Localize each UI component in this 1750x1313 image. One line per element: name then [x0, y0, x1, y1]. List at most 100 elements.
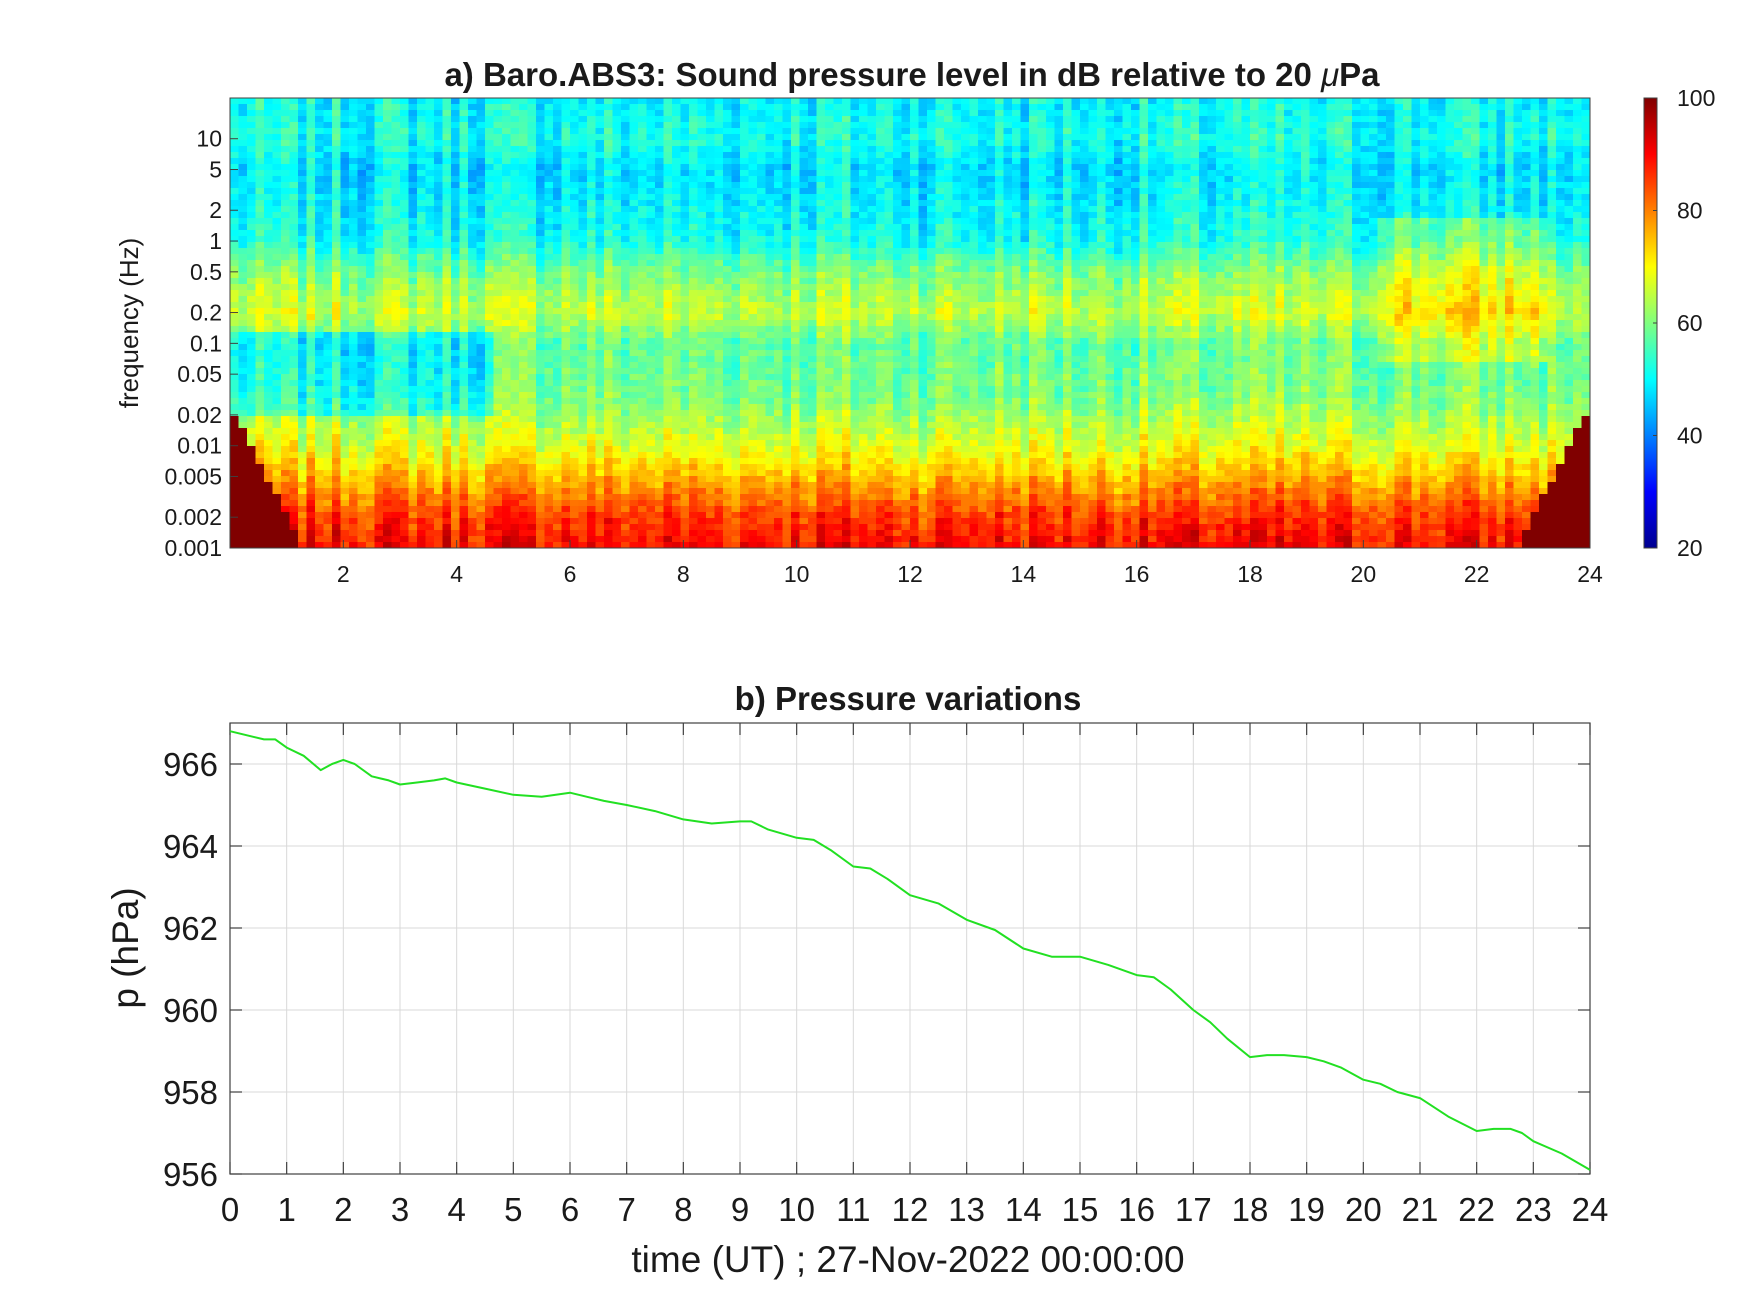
heatmap-cell: [1581, 128, 1590, 135]
heatmap-cell: [1428, 218, 1438, 225]
heatmap-cell: [629, 218, 639, 225]
heatmap-cell: [1301, 206, 1310, 213]
heatmap-cell: [1505, 140, 1514, 147]
heatmap-cell: [323, 284, 333, 291]
heatmap-cell: [587, 272, 596, 279]
heatmap-cell: [910, 182, 919, 189]
heatmap-cell: [935, 206, 945, 213]
heatmap-cell: [323, 116, 333, 123]
heatmap-cell: [791, 98, 800, 105]
heatmap-cell: [986, 200, 996, 207]
heatmap-cell: [1369, 122, 1378, 129]
heatmap-cell: [714, 188, 724, 195]
heatmap-cell: [757, 206, 766, 213]
heatmap-cell: [1054, 188, 1064, 195]
heatmap-cell: [604, 110, 613, 117]
heatmap-cell: [1309, 164, 1319, 171]
heatmap-cell: [859, 218, 868, 225]
heatmap-cell: [1012, 140, 1021, 147]
heatmap-cell: [646, 200, 656, 207]
heatmap-cell: [544, 200, 554, 207]
heatmap-cell: [1250, 128, 1259, 135]
heatmap-cell: [1581, 110, 1590, 117]
heatmap-cell: [1224, 218, 1234, 225]
heatmap-cell: [1530, 134, 1540, 141]
heatmap-cell: [587, 116, 596, 123]
heatmap-cell: [672, 98, 681, 105]
heatmap-cell: [986, 188, 996, 195]
heatmap-cell: [986, 278, 996, 285]
heatmap-cell: [298, 218, 307, 225]
heatmap-cell: [1335, 140, 1344, 147]
heatmap-cell: [1454, 182, 1463, 189]
heatmap-cell: [1301, 128, 1310, 135]
heatmap-cell: [1428, 278, 1438, 285]
heatmap-cell: [1182, 236, 1191, 243]
heatmap-cell: [731, 242, 741, 249]
heatmap-cell: [476, 146, 486, 153]
heatmap-cell: [1496, 158, 1506, 165]
heatmap-cell: [1046, 104, 1055, 111]
heatmap-cell: [825, 200, 834, 207]
heatmap-cell: [1479, 140, 1489, 147]
heatmap-cell: [383, 248, 392, 255]
heatmap-cell: [1250, 200, 1259, 207]
heatmap-cell: [1037, 182, 1047, 189]
heatmap-cell: [476, 140, 486, 147]
heatmap-cell: [1114, 170, 1123, 177]
heatmap-cell: [247, 110, 256, 117]
heatmap-cell: [536, 230, 545, 237]
heatmap-cell: [1097, 200, 1106, 207]
heatmap-cell: [281, 188, 290, 195]
heatmap-cell: [1309, 110, 1319, 117]
heatmap-cell: [799, 164, 809, 171]
heatmap-cell: [1046, 194, 1055, 201]
heatmap-cell: [706, 230, 715, 237]
heatmap-cell: [944, 212, 953, 219]
heatmap-cell: [272, 158, 282, 165]
heatmap-cell: [1284, 110, 1293, 117]
heatmap-cell: [612, 98, 622, 105]
heatmap-cell: [995, 116, 1004, 123]
heatmap-cell: [689, 176, 698, 183]
heatmap-cell: [1496, 182, 1506, 189]
heatmap-cell: [468, 206, 477, 213]
heatmap-cell: [1182, 188, 1191, 195]
heatmap-cell: [706, 134, 715, 141]
heatmap-cell: [1505, 194, 1514, 201]
heatmap-cell: [1428, 134, 1438, 141]
heatmap-cell: [1505, 176, 1514, 183]
heatmap-cell: [553, 194, 562, 201]
heatmap-cell: [561, 104, 571, 111]
heatmap-cell: [1547, 248, 1557, 255]
heatmap-cell: [366, 230, 375, 237]
heatmap-cell: [340, 170, 350, 177]
heatmap-cell: [884, 152, 894, 159]
heatmap-cell: [1148, 98, 1157, 105]
heatmap-cell: [893, 116, 902, 123]
heatmap-cell: [1267, 206, 1276, 213]
heatmap-cell: [901, 188, 911, 195]
heatmap-cell: [1114, 182, 1123, 189]
heatmap-cell: [1547, 224, 1557, 231]
heatmap-cell: [740, 128, 749, 135]
heatmap-cell: [680, 248, 690, 255]
heatmap-cell: [944, 230, 953, 237]
heatmap-cell: [638, 176, 647, 183]
heatmap-cell: [638, 224, 647, 231]
heatmap-cell: [238, 260, 248, 267]
heatmap-cell: [366, 98, 375, 105]
heatmap-cell: [714, 212, 724, 219]
heatmap-cell: [1445, 272, 1455, 279]
heatmap-cell: [230, 104, 239, 111]
heatmap-cell: [570, 170, 579, 177]
heatmap-cell: [332, 110, 341, 117]
heatmap-cell: [1513, 188, 1523, 195]
heatmap-cell: [816, 248, 826, 255]
heatmap-cell: [765, 158, 775, 165]
heatmap-cell: [459, 176, 469, 183]
heatmap-cell: [1250, 104, 1259, 111]
heatmap-cell: [918, 134, 928, 141]
heatmap-cell: [434, 194, 443, 201]
heatmap-cell: [876, 206, 885, 213]
